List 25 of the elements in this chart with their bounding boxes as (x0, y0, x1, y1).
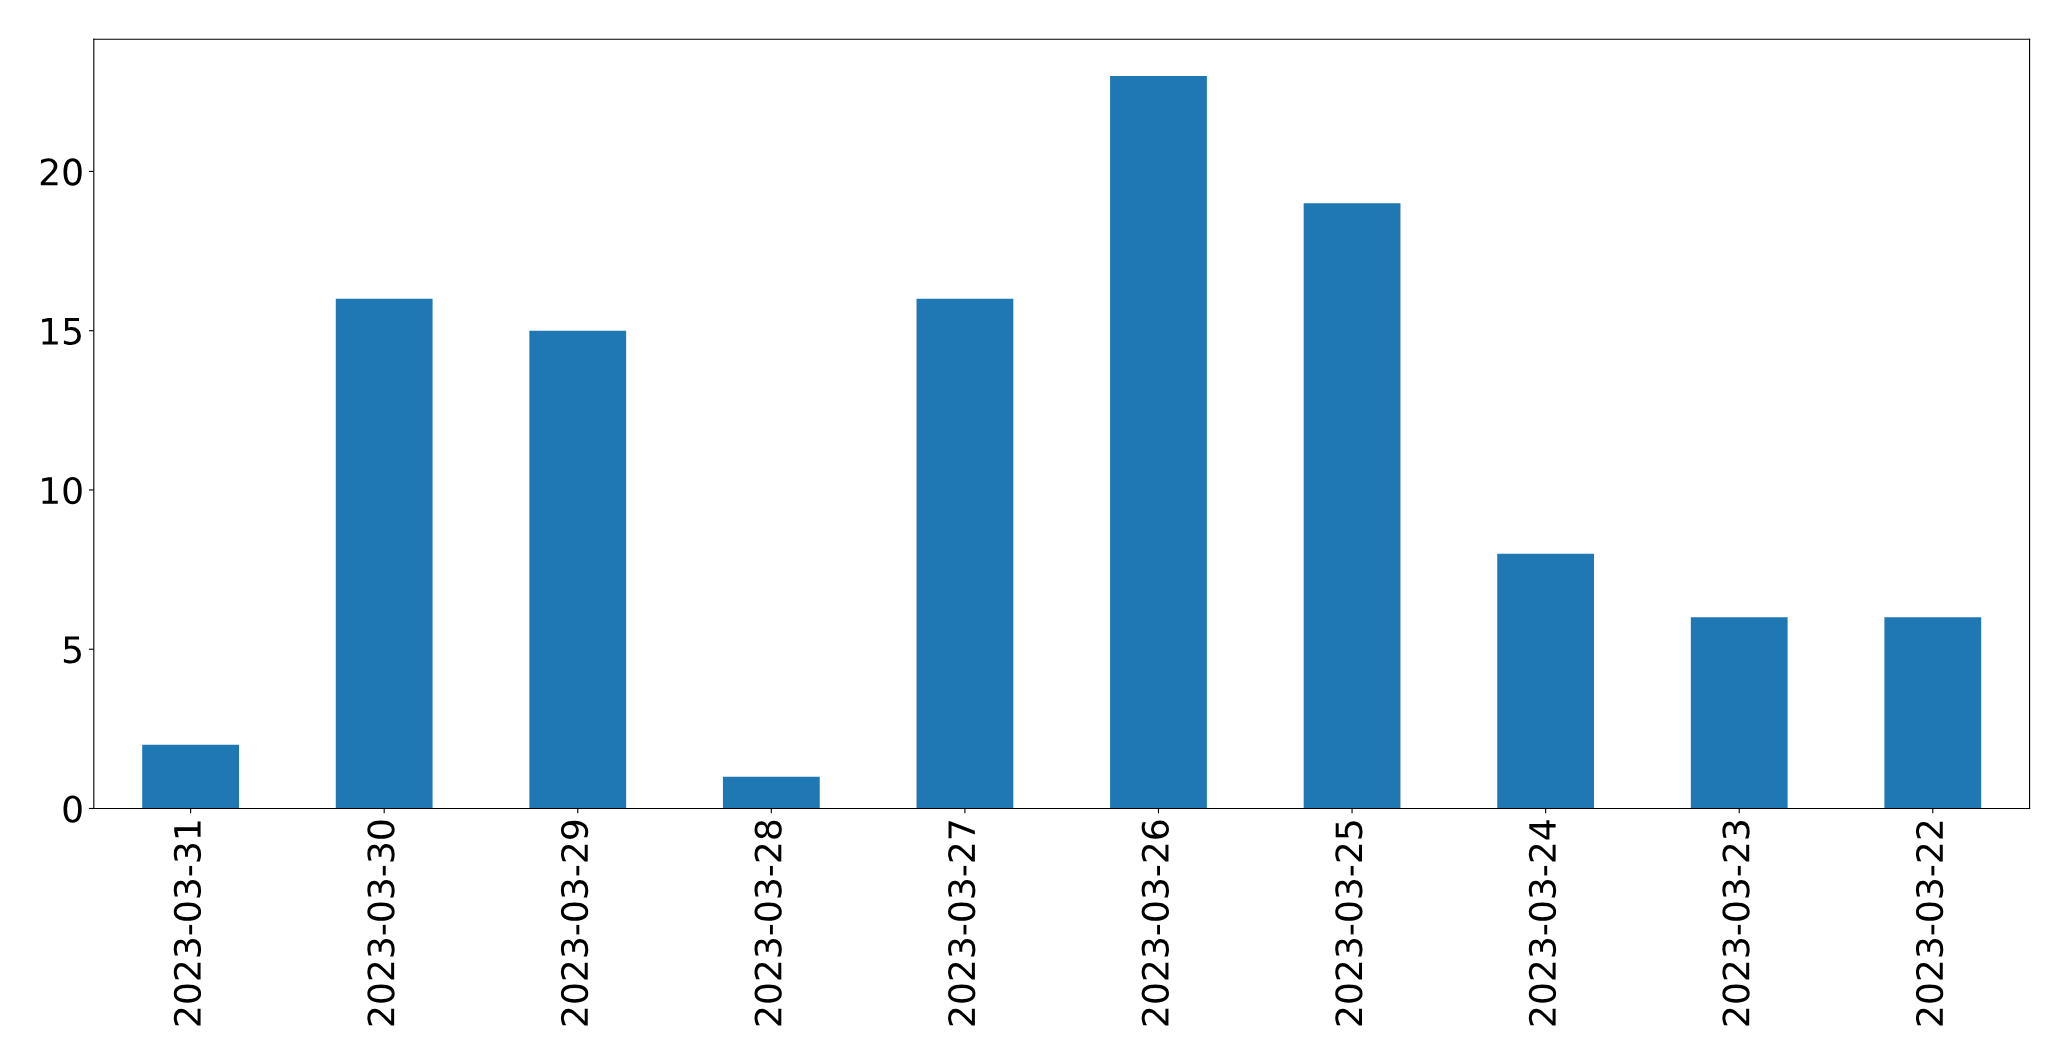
y-tick-label: 20 (40, 158, 82, 186)
bar (335, 298, 433, 809)
x-tick-label: 2023-03-24 (1528, 820, 1557, 1026)
bar (916, 298, 1014, 809)
y-tick-label: 5 (63, 636, 81, 664)
y-tick-label: 0 (63, 795, 82, 823)
x-tick-label: 2023-03-27 (948, 821, 976, 1026)
x-tick-label: 2023-03-28 (754, 820, 782, 1026)
bar (529, 330, 627, 809)
x-tick-label: 2023-03-26 (1141, 820, 1169, 1026)
x-tick-label: 2023-03-30 (367, 820, 395, 1026)
bar (142, 744, 239, 809)
y-tick-label: 15 (42, 318, 81, 345)
bar (722, 776, 820, 809)
bar (1497, 553, 1595, 809)
x-tick-label: 2023-03-25 (1335, 821, 1363, 1026)
bar (1884, 617, 1982, 809)
bar (1303, 203, 1401, 809)
y-tick-label: 10 (42, 476, 82, 505)
x-tick-label: 2023-03-29 (560, 820, 589, 1026)
x-tick-label: 2023-03-31 (173, 821, 202, 1026)
bar (1690, 617, 1788, 809)
x-tick-label: 2023-03-23 (1722, 821, 1750, 1026)
bar (1110, 75, 1207, 809)
x-tick-label: 2023-03-22 (1915, 821, 1944, 1026)
